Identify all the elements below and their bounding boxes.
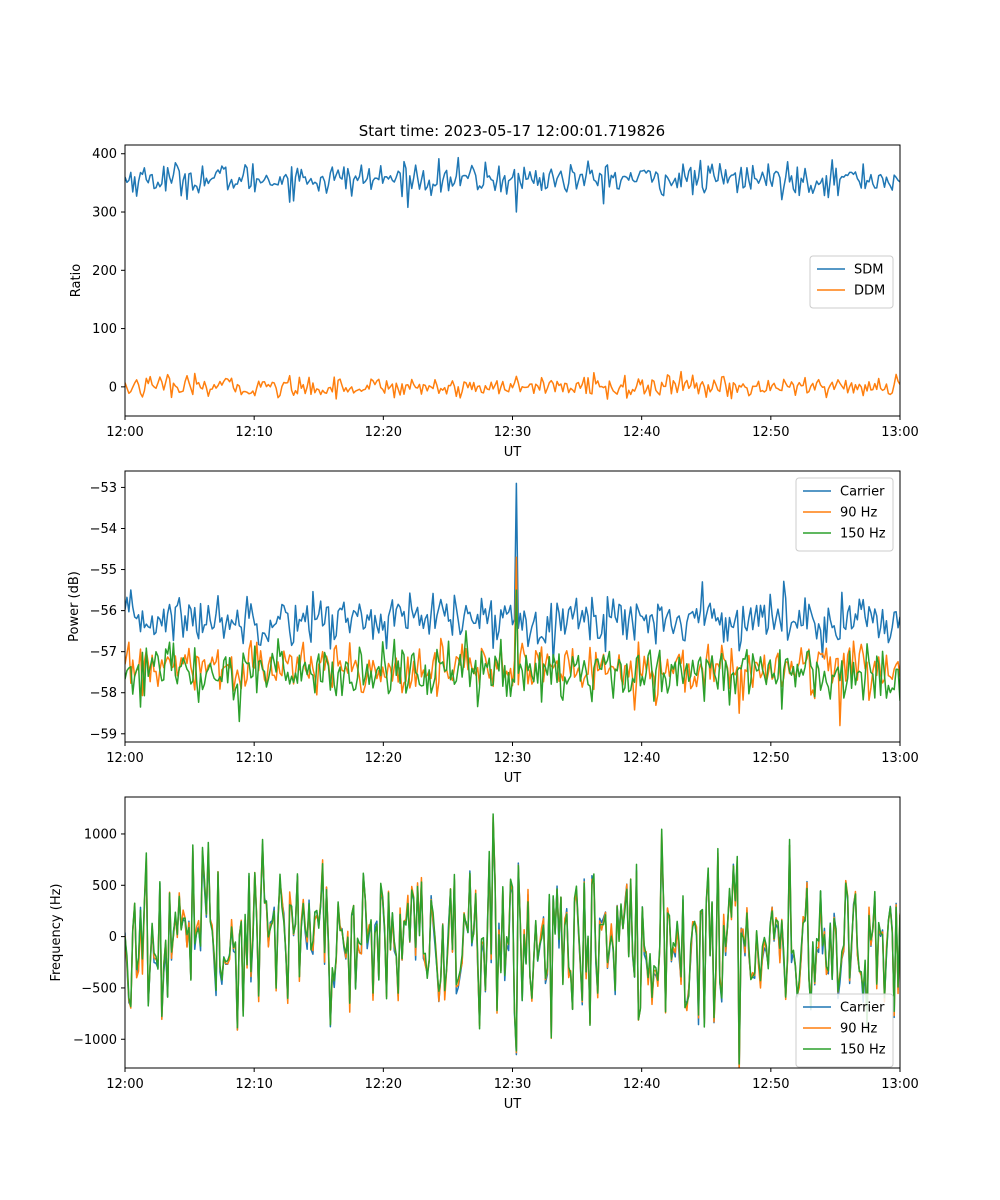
x-tick-label: 12:50	[752, 751, 789, 766]
legend-label: 150 Hz	[840, 1043, 886, 1058]
subplot-2: 12:00 12:10 12:20 12:30 12:40 12:50 13:00 UT −59…	[67, 470, 919, 786]
y-tick-label: −56	[90, 604, 117, 619]
x-tick-label: 12:30	[494, 425, 531, 440]
y-tick-label: −54	[90, 522, 117, 537]
x-tick-label: 13:00	[881, 425, 918, 440]
series-line-150-hz	[125, 813, 900, 1065]
legend: Carrier 90 Hz 150 Hz	[795, 993, 894, 1068]
series-line-ddm	[125, 370, 900, 400]
legend-label: 90 Hz	[840, 506, 877, 521]
y-tick-label: −55	[90, 563, 117, 578]
x-tick-label: 12:00	[106, 1077, 143, 1092]
x-tick-label: 13:00	[881, 1077, 918, 1092]
legend-label: DDM	[854, 284, 885, 299]
x-tick-label: 12:30	[494, 1077, 531, 1092]
x-tick-label: 12:20	[365, 751, 402, 766]
x-axis-label: UT	[504, 1097, 522, 1112]
subplot-1: 12:00 12:10 12:20 12:30 12:40 12:50 13:00 UT 0 10…	[69, 144, 919, 460]
y-tick-label: −59	[90, 727, 117, 742]
subplots: 12:00 12:10 12:20 12:30 12:40 12:50 13:00 UT 0 10…	[49, 144, 919, 1112]
x-axis-label: UT	[504, 771, 522, 786]
x-tick-label: 12:00	[106, 425, 143, 440]
x-tick-label: 12:00	[106, 751, 143, 766]
legend-label: Carrier	[840, 485, 885, 500]
legend-label: 150 Hz	[840, 527, 886, 542]
series-line-sdm	[125, 156, 900, 213]
series-line-150-hz	[125, 589, 900, 723]
y-axis-label: Power (dB)	[67, 571, 82, 642]
legend-label: Carrier	[840, 1001, 885, 1016]
x-axis-label: UT	[504, 445, 522, 460]
x-tick-label: 12:20	[365, 425, 402, 440]
y-tick-label: 1000	[84, 827, 117, 842]
y-tick-label: 0	[109, 380, 117, 395]
y-tick-label: −500	[81, 981, 117, 996]
legend-label: 90 Hz	[840, 1022, 877, 1037]
legend: SDM DDM	[809, 255, 894, 309]
x-tick-label: 12:50	[752, 1077, 789, 1092]
subplot-3: 12:00 12:10 12:20 12:30 12:40 12:50 13:00 UT −10…	[49, 796, 919, 1112]
chart-title: Start time: 2023-05-17 12:00:01.719826	[359, 122, 665, 140]
y-axis-label: Frequency (Hz)	[49, 883, 64, 981]
y-tick-label: 0	[109, 930, 117, 945]
x-tick-label: 12:10	[235, 425, 272, 440]
x-tick-label: 12:30	[494, 751, 531, 766]
x-tick-label: 12:40	[623, 751, 660, 766]
y-tick-label: −57	[90, 645, 117, 660]
y-tick-label: 200	[92, 264, 117, 279]
y-tick-label: 300	[92, 206, 117, 221]
y-axis-label: Ratio	[69, 264, 84, 297]
x-tick-label: 13:00	[881, 751, 918, 766]
y-tick-label: −58	[90, 686, 117, 701]
series-line-carrier	[125, 482, 900, 664]
x-tick-label: 12:40	[623, 425, 660, 440]
legend-label: SDM	[854, 263, 883, 278]
y-tick-label: 400	[92, 147, 117, 162]
x-tick-label: 12:50	[752, 425, 789, 440]
x-tick-label: 12:20	[365, 1077, 402, 1092]
x-tick-label: 12:10	[235, 751, 272, 766]
y-tick-label: 100	[92, 322, 117, 337]
legend: Carrier 90 Hz 150 Hz	[795, 477, 894, 552]
y-tick-label: −1000	[73, 1033, 117, 1048]
x-tick-label: 12:10	[235, 1077, 272, 1092]
y-tick-label: 500	[92, 879, 117, 894]
x-tick-label: 12:40	[623, 1077, 660, 1092]
y-tick-label: −53	[90, 481, 117, 496]
